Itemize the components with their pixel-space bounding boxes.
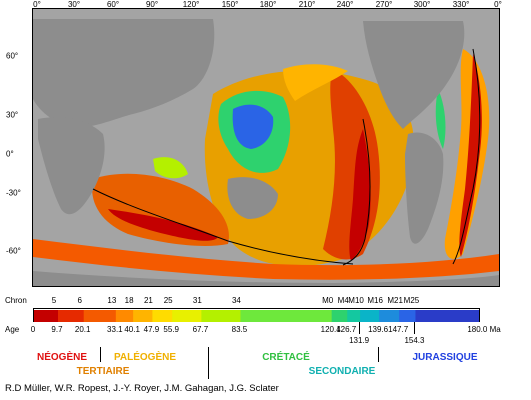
latitude-label: 0° bbox=[6, 149, 14, 159]
age-label: 154.3 bbox=[404, 336, 425, 345]
africa-landmass bbox=[38, 117, 105, 215]
chron-label: M21 bbox=[387, 296, 403, 305]
ocean-floor-age-map bbox=[32, 8, 500, 287]
age-tick bbox=[414, 322, 416, 334]
latitude-label: 60° bbox=[6, 51, 19, 61]
age-color-bar bbox=[33, 308, 480, 322]
chron-label: 18 bbox=[124, 296, 134, 305]
color-bar-segment bbox=[201, 310, 241, 322]
antarctica-landmass bbox=[33, 271, 499, 286]
color-bar-segment bbox=[399, 310, 416, 322]
chron-label: M16 bbox=[367, 296, 383, 305]
age-label: 147.7 bbox=[388, 325, 409, 334]
age-label: 20.1 bbox=[74, 325, 91, 334]
era-separator bbox=[208, 347, 209, 379]
age-label: 9.7 bbox=[51, 325, 63, 334]
credits: R.D Müller, W.R. Ropest, J.-Y. Royer, J.… bbox=[5, 383, 279, 394]
plate-boundary-line bbox=[92, 188, 354, 265]
color-bar-segment bbox=[331, 310, 348, 322]
age-color-bar-svg bbox=[34, 310, 480, 322]
pacific-oldest-crust bbox=[232, 104, 274, 149]
age-title: Age bbox=[5, 325, 20, 334]
color-bar-segment bbox=[240, 310, 333, 322]
color-bar-segment bbox=[133, 310, 153, 322]
color-bar-segment bbox=[415, 310, 480, 322]
era-cretace: CRÉTACÉ bbox=[262, 352, 310, 363]
south-america-landmass bbox=[405, 132, 444, 244]
map-canvas bbox=[33, 9, 499, 286]
southern-ocean-crust bbox=[33, 239, 499, 280]
color-bar-segment bbox=[172, 310, 202, 322]
color-bar-segment bbox=[152, 310, 173, 322]
longitude-label: 60° bbox=[106, 0, 120, 9]
era-separator bbox=[100, 347, 101, 362]
color-bar-segment bbox=[360, 310, 380, 322]
chron-label: 13 bbox=[107, 296, 117, 305]
age-label: 126.7 bbox=[336, 325, 357, 334]
chron-label: M0 bbox=[322, 296, 334, 305]
north-pacific-crust bbox=[283, 64, 348, 101]
age-label: 131.9 bbox=[349, 336, 370, 345]
longitude-label: 120° bbox=[182, 0, 200, 9]
color-bar-segment bbox=[83, 310, 117, 322]
age-label: 47.9 bbox=[143, 325, 160, 334]
color-bar-segment bbox=[115, 310, 134, 322]
plate-boundary-line bbox=[452, 48, 481, 265]
chron-label: 5 bbox=[51, 296, 57, 305]
australia-landmass bbox=[227, 177, 278, 219]
color-bar-segment bbox=[57, 310, 85, 322]
longitude-label: 300° bbox=[413, 0, 431, 9]
age-label: 0 bbox=[30, 325, 36, 334]
longitude-label: 180° bbox=[259, 0, 277, 9]
longitude-label: 0° bbox=[494, 0, 502, 9]
longitude-label: 270° bbox=[375, 0, 393, 9]
chron-label: 31 bbox=[192, 296, 202, 305]
pacific-ridge-band bbox=[349, 129, 371, 261]
indian-ridge-band bbox=[108, 209, 218, 241]
chron-label: 34 bbox=[231, 296, 241, 305]
era-jurassique: JURASSIQUE bbox=[412, 352, 478, 363]
chron-label: 21 bbox=[143, 296, 153, 305]
chron-label: 25 bbox=[163, 296, 173, 305]
age-label: 40.1 bbox=[124, 325, 140, 334]
latitude-label: -60° bbox=[6, 246, 21, 256]
color-bar-segment bbox=[379, 310, 400, 322]
atlantic-old-crust bbox=[435, 89, 446, 149]
chron-label: M4 bbox=[337, 296, 349, 305]
chron-label: 6 bbox=[77, 296, 82, 305]
age-tick bbox=[359, 322, 361, 334]
latitude-label: 30° bbox=[6, 110, 19, 120]
age-label: 139.6 bbox=[368, 325, 389, 334]
plate-boundary-line bbox=[342, 118, 371, 266]
era-separator bbox=[378, 347, 379, 362]
longitude-label: 150° bbox=[221, 0, 239, 9]
age-label: 55.9 bbox=[163, 325, 179, 334]
eurasia-landmass bbox=[33, 19, 215, 128]
chron-label: M25 bbox=[403, 296, 420, 305]
era-secondaire: SECONDAIRE bbox=[308, 366, 376, 377]
atlantic-ridge-band bbox=[459, 54, 482, 257]
north-america-landmass bbox=[363, 21, 465, 129]
color-bar-segment bbox=[34, 310, 59, 322]
longitude-label: 210° bbox=[298, 0, 316, 9]
chron-label: M10 bbox=[348, 296, 364, 305]
era-tertiaire: TERTIAIRE bbox=[76, 366, 130, 377]
color-bar-segment bbox=[347, 310, 361, 322]
indian-old-crust bbox=[153, 157, 188, 179]
age-label: 120.4 bbox=[320, 325, 341, 334]
era-neogene: NÉOGÈNE bbox=[36, 352, 88, 363]
chron-title: Chron bbox=[5, 296, 27, 305]
longitude-label: 30° bbox=[67, 0, 81, 9]
longitude-label: 330° bbox=[452, 0, 470, 9]
age-label: 180.0 Ma bbox=[467, 325, 501, 334]
longitude-label: 240° bbox=[336, 0, 354, 9]
longitude-label: 0° bbox=[33, 0, 41, 9]
age-label: 33.1 bbox=[107, 325, 123, 334]
age-label: 83.5 bbox=[231, 325, 248, 334]
latitude-label: -30° bbox=[6, 188, 21, 198]
age-label: 67.7 bbox=[192, 325, 209, 334]
era-paleogene: PALÉOGÈNE bbox=[113, 352, 177, 363]
longitude-label: 90° bbox=[145, 0, 159, 9]
